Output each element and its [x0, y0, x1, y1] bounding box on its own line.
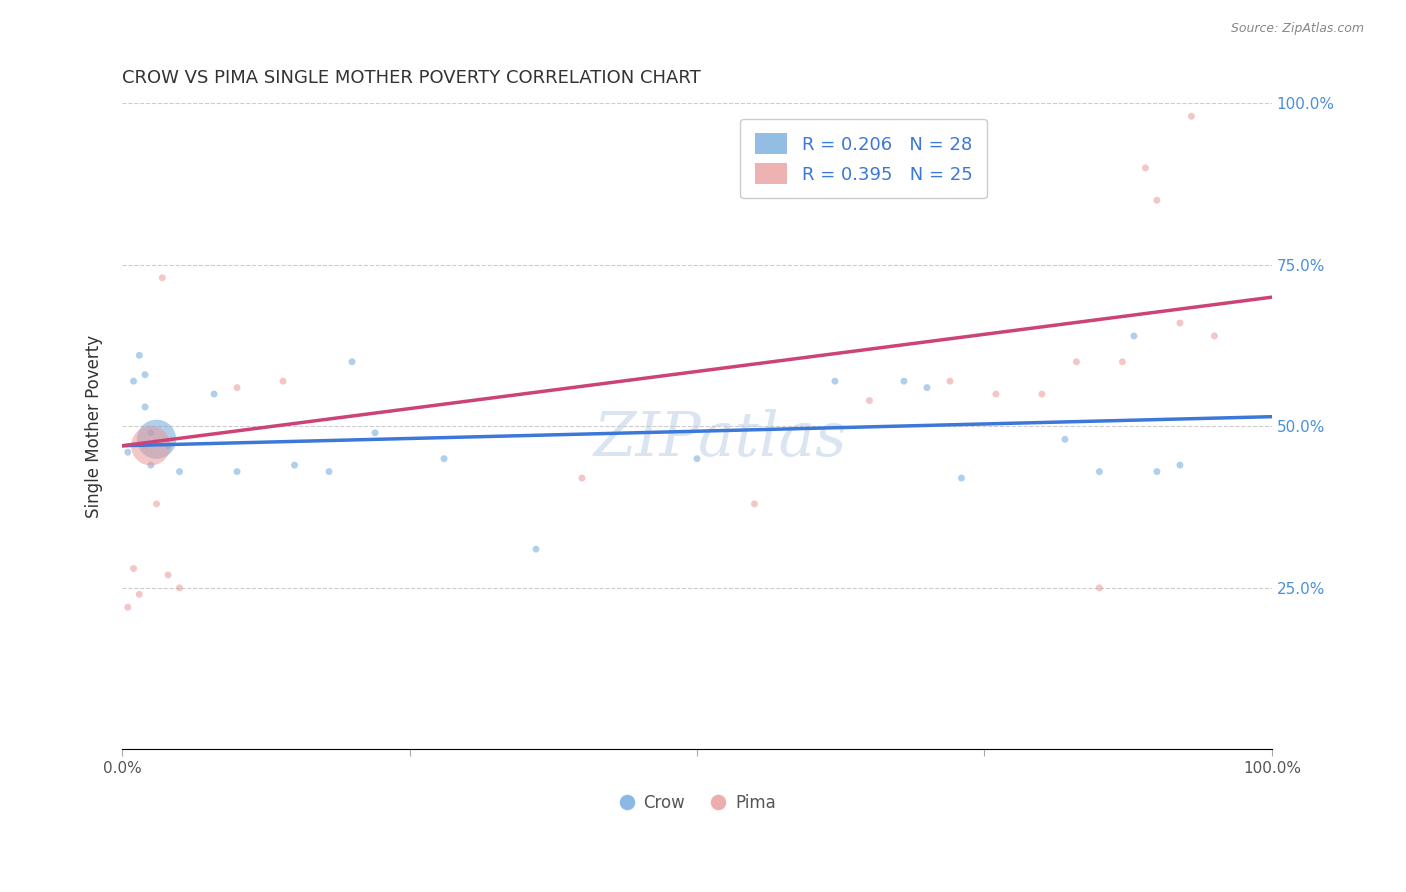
Point — [1168, 316, 1191, 330]
Point — [134, 439, 156, 453]
Point — [1146, 465, 1168, 479]
Point — [150, 270, 173, 285]
Point — [433, 451, 456, 466]
Point — [134, 368, 156, 382]
Point — [145, 497, 167, 511]
Point — [145, 432, 167, 446]
Point — [893, 374, 915, 388]
Point — [117, 445, 139, 459]
Text: ZIPatlas: ZIPatlas — [593, 409, 846, 469]
Point — [157, 568, 180, 582]
Point — [984, 387, 1007, 401]
Point — [128, 348, 150, 362]
Point — [1135, 161, 1157, 175]
Text: Source: ZipAtlas.com: Source: ZipAtlas.com — [1230, 22, 1364, 36]
Point — [271, 374, 294, 388]
Point — [139, 439, 162, 453]
Point — [169, 581, 191, 595]
Point — [744, 497, 766, 511]
Point — [1180, 109, 1202, 123]
Point — [1088, 465, 1111, 479]
Point — [950, 471, 973, 485]
Point — [1122, 329, 1144, 343]
Point — [915, 381, 938, 395]
Point — [134, 400, 156, 414]
Point — [571, 471, 593, 485]
Point — [939, 374, 962, 388]
Text: CROW VS PIMA SINGLE MOTHER POVERTY CORRELATION CHART: CROW VS PIMA SINGLE MOTHER POVERTY CORRE… — [122, 69, 700, 87]
Point — [318, 465, 340, 479]
Point — [340, 355, 363, 369]
Point — [202, 387, 225, 401]
Point — [1066, 355, 1088, 369]
Point — [226, 381, 249, 395]
Point — [283, 458, 305, 472]
Point — [157, 439, 180, 453]
Point — [169, 465, 191, 479]
Point — [1111, 355, 1133, 369]
Point — [364, 425, 387, 440]
Y-axis label: Single Mother Poverty: Single Mother Poverty — [86, 334, 103, 518]
Point — [524, 542, 547, 557]
Point — [122, 561, 145, 575]
Point — [122, 374, 145, 388]
Legend: Crow, Pima: Crow, Pima — [612, 788, 782, 819]
Point — [117, 600, 139, 615]
Point — [1146, 194, 1168, 208]
Point — [1053, 432, 1076, 446]
Point — [1204, 329, 1226, 343]
Point — [824, 374, 846, 388]
Point — [139, 458, 162, 472]
Point — [686, 451, 709, 466]
Point — [1031, 387, 1053, 401]
Point — [128, 587, 150, 601]
Point — [1088, 581, 1111, 595]
Point — [858, 393, 880, 408]
Point — [226, 465, 249, 479]
Point — [139, 425, 162, 440]
Point — [1168, 458, 1191, 472]
